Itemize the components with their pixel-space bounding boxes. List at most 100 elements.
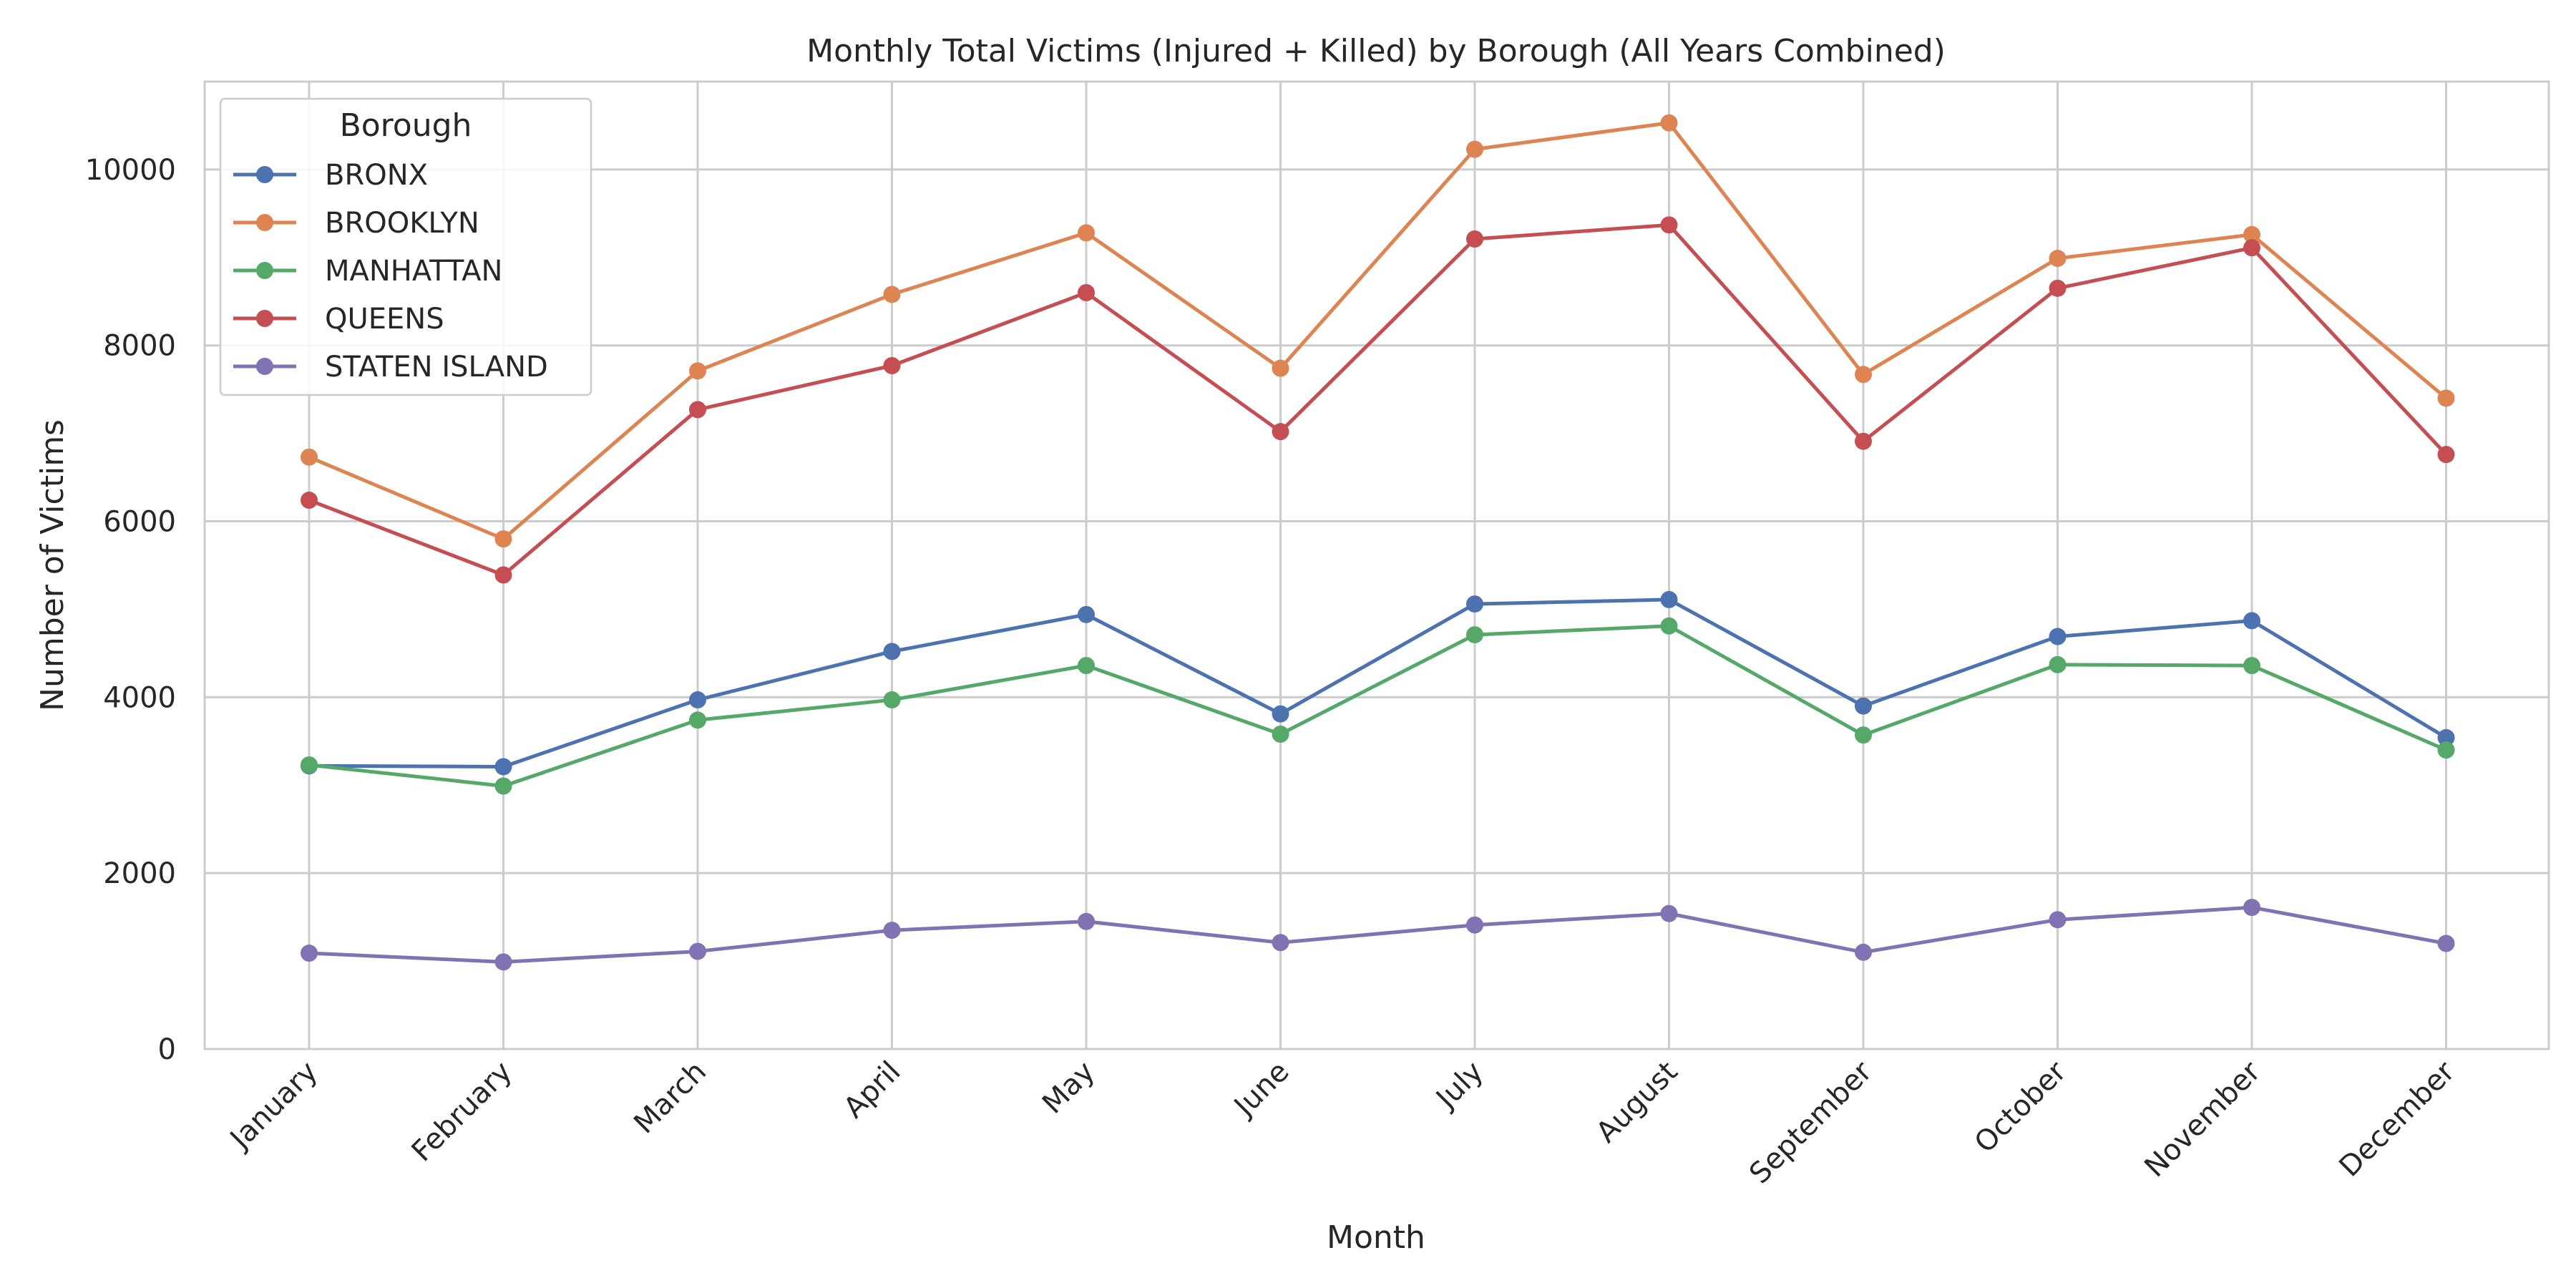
data-point bbox=[2437, 935, 2455, 952]
data-point bbox=[689, 691, 706, 709]
x-tick-label: July bbox=[1429, 1055, 1491, 1117]
chart-title: Monthly Total Victims (Injured + Killed)… bbox=[806, 33, 1946, 69]
plot-frame bbox=[203, 80, 2550, 1050]
x-tick-label: September bbox=[1743, 1055, 1878, 1190]
series-line bbox=[308, 121, 2448, 541]
y-tick-label: 6000 bbox=[103, 506, 176, 539]
series-line bbox=[308, 223, 2448, 577]
data-point bbox=[1660, 590, 1678, 608]
x-tick-label: August bbox=[1590, 1055, 1684, 1150]
data-point bbox=[2049, 655, 2067, 673]
legend-label: QUEENS bbox=[325, 303, 444, 336]
x-tick-label: October bbox=[1968, 1055, 2073, 1159]
x-tick-label: February bbox=[406, 1055, 519, 1169]
y-axis-label: Number of Victims bbox=[34, 419, 71, 711]
legend-item: BRONX bbox=[233, 159, 428, 192]
data-point bbox=[883, 356, 901, 374]
y-tick-label: 4000 bbox=[103, 681, 176, 714]
data-point bbox=[1660, 114, 1678, 132]
data-point bbox=[1078, 283, 1095, 301]
data-point bbox=[494, 566, 512, 584]
legend-label: BROOKLYN bbox=[325, 207, 479, 240]
series-line bbox=[308, 905, 2446, 964]
legend: Borough BRONX BROOKLYN MANHATTAN QUEENS STAT… bbox=[219, 97, 592, 396]
data-point bbox=[883, 286, 901, 303]
series-queens bbox=[301, 216, 2455, 584]
x-tick-label: December bbox=[2333, 1055, 2462, 1184]
data-point bbox=[2243, 612, 2260, 630]
data-point bbox=[689, 711, 706, 729]
data-point bbox=[1466, 140, 1483, 158]
data-point bbox=[1466, 916, 1483, 934]
data-point bbox=[301, 492, 318, 509]
legend-item: MANHATTAN bbox=[233, 255, 502, 288]
data-point bbox=[2049, 628, 2067, 645]
data-point bbox=[1855, 726, 1872, 744]
data-point bbox=[1272, 934, 1289, 952]
legend-swatch-marker bbox=[256, 166, 273, 183]
y-tick-label: 2000 bbox=[103, 857, 176, 890]
data-point bbox=[1272, 423, 1289, 441]
series-lines bbox=[301, 114, 2455, 971]
data-point bbox=[1855, 697, 1872, 715]
series-staten-island bbox=[301, 899, 2455, 971]
data-point bbox=[1855, 366, 1872, 384]
legend-swatch-marker bbox=[256, 214, 273, 231]
data-point bbox=[2437, 389, 2455, 407]
series-line bbox=[308, 624, 2447, 789]
data-point bbox=[2243, 225, 2260, 243]
legend-label: MANHATTAN bbox=[325, 255, 502, 288]
x-tick-label: January bbox=[223, 1055, 324, 1157]
data-point bbox=[1466, 595, 1483, 613]
data-point bbox=[1078, 224, 1095, 242]
data-point bbox=[1855, 943, 1872, 961]
data-point bbox=[1078, 912, 1095, 930]
data-point bbox=[883, 691, 901, 709]
data-point bbox=[689, 362, 706, 380]
legend-swatch-marker bbox=[256, 310, 273, 327]
data-point bbox=[2243, 239, 2260, 257]
y-tick-label: 8000 bbox=[103, 330, 176, 363]
series-line bbox=[308, 597, 2447, 769]
legend-item: QUEENS bbox=[233, 303, 444, 336]
legend-items: BRONX BROOKLYN MANHATTAN QUEENS STATEN ISLAN… bbox=[233, 159, 548, 384]
data-point bbox=[494, 777, 512, 795]
y-tick-label: 10000 bbox=[85, 154, 176, 187]
legend-item: BROOKLYN bbox=[233, 207, 479, 240]
data-point bbox=[1272, 725, 1289, 743]
x-axis-ticks: January February March April May June July Augu… bbox=[223, 1055, 2462, 1190]
data-point bbox=[301, 945, 318, 962]
data-point bbox=[2437, 741, 2455, 759]
data-point bbox=[1466, 626, 1483, 644]
x-tick-label: May bbox=[1036, 1055, 1101, 1121]
legend-swatch-marker bbox=[256, 358, 273, 375]
x-tick-label: April bbox=[837, 1055, 907, 1125]
data-point bbox=[1272, 705, 1289, 723]
data-point bbox=[301, 756, 318, 774]
x-axis-label: Month bbox=[1327, 1219, 1425, 1256]
data-point bbox=[689, 942, 706, 960]
grid-lines bbox=[205, 82, 2549, 1050]
data-point bbox=[301, 448, 318, 466]
data-point bbox=[1660, 617, 1678, 635]
legend-box bbox=[219, 97, 592, 396]
x-tick-label: June bbox=[1226, 1055, 1295, 1124]
data-point bbox=[2243, 657, 2260, 675]
legend-swatch-marker bbox=[256, 262, 273, 279]
legend-label: BRONX bbox=[325, 159, 428, 192]
legend-item: STATEN ISLAND bbox=[233, 351, 548, 384]
data-point bbox=[1078, 657, 1095, 675]
data-point bbox=[494, 530, 512, 548]
legend-label: STATEN ISLAND bbox=[325, 351, 548, 384]
series-manhattan bbox=[301, 617, 2455, 795]
series-brooklyn bbox=[301, 114, 2455, 548]
data-point bbox=[1272, 359, 1289, 377]
data-point bbox=[1078, 605, 1095, 623]
data-point bbox=[2049, 911, 2067, 929]
data-point bbox=[2437, 728, 2455, 746]
data-point bbox=[2243, 899, 2260, 917]
x-tick-label: November bbox=[2138, 1055, 2267, 1184]
data-point bbox=[883, 643, 901, 660]
x-tick-label: March bbox=[628, 1055, 713, 1141]
